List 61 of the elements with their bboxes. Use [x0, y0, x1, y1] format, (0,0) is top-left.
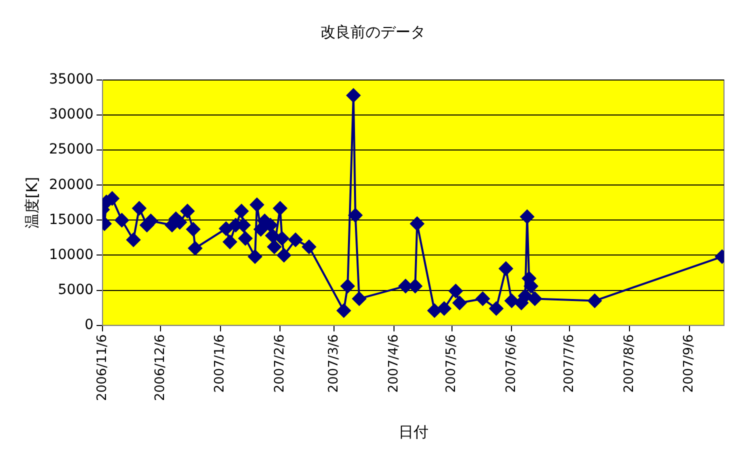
- y-axis-title: 温度[K]: [22, 176, 41, 228]
- x-tick-label: 2007/4/6: [386, 334, 402, 393]
- x-tick-label: 2007/8/6: [622, 334, 637, 393]
- point: [408, 279, 422, 294]
- point: [180, 204, 194, 218]
- point: [126, 232, 140, 247]
- x-tick-label: 2006/11/6: [94, 334, 110, 402]
- x-tick-label: 2007/2/6: [272, 334, 288, 393]
- point: [352, 292, 366, 306]
- x-tick-label: 2007/5/6: [444, 334, 460, 393]
- point: [489, 302, 504, 316]
- point: [336, 304, 351, 318]
- point: [346, 88, 360, 102]
- point: [132, 201, 146, 216]
- point: [186, 222, 200, 236]
- x-tick-label: 2007/7/6: [562, 334, 577, 393]
- x-axis-title: 日付: [398, 422, 428, 441]
- point: [428, 304, 442, 318]
- y-tick-label: 35000: [48, 72, 94, 88]
- point: [504, 294, 519, 308]
- point: [528, 292, 542, 306]
- point: [302, 240, 316, 254]
- point: [238, 231, 252, 246]
- point: [476, 292, 490, 306]
- point: [448, 284, 463, 298]
- x-tick-label: 2007/6/6: [504, 334, 520, 393]
- point: [588, 294, 602, 308]
- point: [288, 232, 303, 247]
- y-tick-label: 20000: [48, 176, 94, 193]
- x-tick-label: 2007/3/6: [326, 334, 342, 393]
- y-tick-label: 30000: [48, 106, 94, 123]
- point: [524, 279, 538, 294]
- point: [234, 204, 248, 218]
- point: [222, 234, 237, 249]
- point: [452, 296, 467, 310]
- point: [267, 240, 282, 254]
- y-tick-label: 15000: [48, 212, 94, 228]
- point: [518, 288, 532, 303]
- y-tick-label: 5000: [58, 282, 94, 298]
- point: [265, 228, 280, 243]
- chart-title: 改良前のデータ: [320, 22, 426, 41]
- point: [520, 210, 534, 224]
- point: [276, 248, 291, 262]
- y-tick-label: 0: [84, 316, 94, 333]
- point: [498, 262, 513, 276]
- point: [250, 198, 264, 212]
- point: [188, 241, 202, 256]
- point: [219, 222, 234, 236]
- y-tick-label: 25000: [48, 142, 94, 158]
- point: [275, 231, 290, 246]
- point: [248, 250, 262, 264]
- y-tick-label: 10000: [48, 246, 94, 263]
- point: [410, 216, 424, 231]
- x-tick-label: 2006/12/6: [152, 334, 168, 402]
- point: [273, 201, 288, 216]
- point: [114, 213, 129, 228]
- point: [340, 279, 355, 294]
- point: [437, 302, 452, 316]
- x-tick-label: 2007/1/6: [212, 334, 228, 393]
- x-tick-label: 2007/9/6: [682, 334, 697, 393]
- point: [348, 208, 362, 222]
